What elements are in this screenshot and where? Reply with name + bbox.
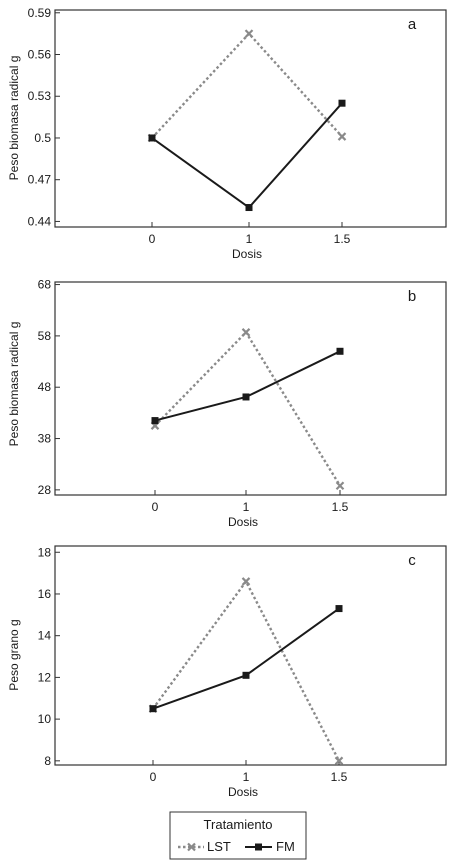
chart-panel-b: 28 38 48 58 68 0 1 1.5 Dosis Peso biomasa radical… bbox=[7, 278, 447, 529]
x-tick-label: 0 bbox=[152, 500, 159, 514]
y-tick-label: 12 bbox=[38, 670, 52, 684]
series-line-fm bbox=[154, 350, 341, 422]
panel-label: a bbox=[408, 16, 417, 33]
x-axis-title: Dosis bbox=[228, 515, 258, 529]
panel-label: b bbox=[408, 288, 416, 305]
plot-frame bbox=[54, 9, 447, 228]
series-line-lst bbox=[152, 579, 341, 762]
data-point-lst bbox=[335, 481, 345, 491]
series-line-fm bbox=[151, 102, 343, 209]
x-tick-label: 1.5 bbox=[332, 500, 349, 514]
data-point-fm bbox=[245, 204, 253, 212]
chart-panel-c: 8 10 12 14 16 18 0 1 1.5 Dosis Peso grano g c bbox=[7, 545, 447, 799]
y-tick-label: 0.56 bbox=[28, 48, 52, 62]
data-point-lst bbox=[334, 756, 344, 766]
y-tick-label: 38 bbox=[38, 432, 52, 446]
x-tick-label: 1.5 bbox=[334, 232, 351, 246]
y-tick-label: 0.44 bbox=[28, 214, 52, 228]
legend-marker-lst bbox=[187, 842, 196, 852]
x-tick-label: 1.5 bbox=[331, 770, 348, 784]
data-point-lst bbox=[244, 29, 254, 38]
series-line-lst bbox=[151, 31, 343, 139]
x-tick-label: 1 bbox=[243, 500, 250, 514]
y-axis-title: Peso grano g bbox=[7, 619, 21, 690]
x-axis-title: Dosis bbox=[232, 247, 262, 261]
data-point-fm bbox=[148, 134, 156, 142]
y-tick-label: 68 bbox=[38, 278, 52, 292]
data-point-fm bbox=[335, 605, 343, 613]
y-tick-label: 16 bbox=[38, 587, 52, 601]
legend-marker-fm bbox=[255, 843, 262, 851]
plot-frame bbox=[54, 281, 447, 496]
y-tick-label: 0.53 bbox=[28, 89, 52, 103]
x-axis-title: Dosis bbox=[228, 785, 258, 799]
series-line-lst bbox=[154, 330, 342, 487]
x-tick-label: 0 bbox=[150, 770, 157, 784]
data-point-lst bbox=[337, 132, 347, 141]
y-tick-label: 10 bbox=[38, 712, 52, 726]
chart-panel-a: 0.44 0.47 0.5 0.53 0.56 0.59 0 1 1.5 Dosis Peso bi… bbox=[7, 6, 447, 261]
legend-frame bbox=[169, 811, 307, 860]
y-tick-label: 58 bbox=[38, 329, 52, 343]
x-tick-label: 0 bbox=[149, 232, 156, 246]
data-point-fm bbox=[336, 347, 344, 355]
data-point-fm bbox=[242, 393, 250, 401]
data-point-fm bbox=[149, 705, 157, 713]
data-point-fm bbox=[151, 417, 159, 425]
plot-frame bbox=[54, 545, 447, 766]
legend-label-lst: LST bbox=[207, 839, 231, 854]
data-point-lst bbox=[241, 328, 251, 337]
y-tick-label: 28 bbox=[38, 483, 52, 497]
y-tick-label: 48 bbox=[38, 380, 52, 394]
legend-label-fm: FM bbox=[276, 839, 295, 854]
y-tick-label: 14 bbox=[38, 629, 52, 643]
legend-title: Tratamiento bbox=[204, 817, 273, 832]
y-tick-label: 0.47 bbox=[28, 173, 52, 187]
y-tick-label: 8 bbox=[44, 754, 51, 768]
data-point-lst bbox=[241, 577, 251, 586]
data-point-fm bbox=[338, 99, 346, 107]
legend: Tratamiento LST FM bbox=[169, 811, 307, 860]
series-line-fm bbox=[152, 607, 340, 710]
data-point-fm bbox=[242, 671, 250, 679]
panel-label: c bbox=[408, 552, 416, 569]
y-axis-title: Peso biomasa radical g bbox=[7, 322, 21, 447]
y-axis-title: Peso biomasa radical g bbox=[7, 56, 21, 181]
x-tick-label: 1 bbox=[243, 770, 250, 784]
y-tick-label: 0.59 bbox=[28, 6, 52, 20]
y-tick-label: 18 bbox=[38, 545, 52, 559]
x-tick-label: 1 bbox=[246, 232, 253, 246]
y-tick-label: 0.5 bbox=[34, 131, 51, 145]
